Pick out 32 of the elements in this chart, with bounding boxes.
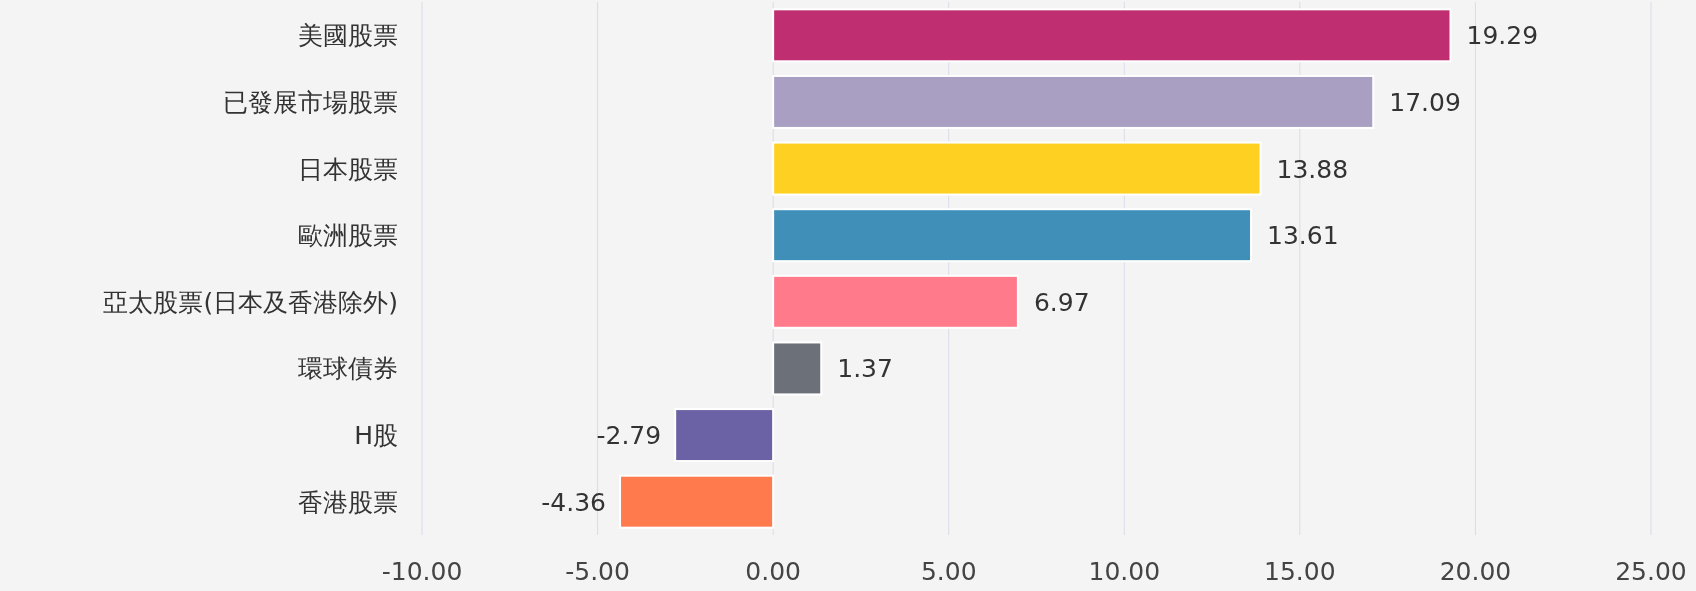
x-tick-label: -10.00 bbox=[381, 557, 463, 586]
data-label: 1.37 bbox=[837, 354, 893, 384]
data-label: 17.09 bbox=[1389, 87, 1461, 117]
y-tick-label: 亞太股票(日本及香港除外) bbox=[103, 287, 398, 317]
data-label: 13.88 bbox=[1276, 154, 1349, 184]
data-label: -2.79 bbox=[596, 421, 662, 451]
bar bbox=[619, 474, 775, 529]
bar bbox=[772, 208, 1253, 263]
data-label: 19.29 bbox=[1466, 21, 1539, 51]
bar bbox=[674, 408, 775, 463]
y-tick-label: 香港股票 bbox=[298, 487, 398, 517]
y-tick-label: 歐洲股票 bbox=[298, 221, 398, 251]
y-tick-label: 日本股票 bbox=[298, 154, 398, 184]
x-tick-label: 5.00 bbox=[920, 557, 977, 586]
bar bbox=[772, 341, 823, 396]
x-tick-label: 10.00 bbox=[1088, 557, 1161, 586]
bar bbox=[772, 8, 1452, 63]
bar bbox=[772, 141, 1262, 196]
y-tick-label: 美國股票 bbox=[298, 21, 398, 51]
data-label: -4.36 bbox=[541, 487, 607, 517]
x-tick-label: 25.00 bbox=[1615, 557, 1687, 586]
x-tick-label: 15.00 bbox=[1264, 557, 1336, 586]
data-label: 6.97 bbox=[1033, 287, 1090, 317]
y-tick-label: H股 bbox=[354, 421, 398, 451]
y-tick-label: 已發展市場股票 bbox=[223, 87, 398, 117]
x-tick-label: 0.00 bbox=[745, 557, 801, 586]
bar bbox=[772, 274, 1019, 329]
x-tick-label: 20.00 bbox=[1439, 557, 1512, 586]
data-label: 13.61 bbox=[1267, 221, 1339, 251]
x-tick-label: -5.00 bbox=[565, 557, 630, 586]
y-tick-label: 環球債券 bbox=[298, 354, 398, 384]
bar bbox=[772, 74, 1375, 129]
